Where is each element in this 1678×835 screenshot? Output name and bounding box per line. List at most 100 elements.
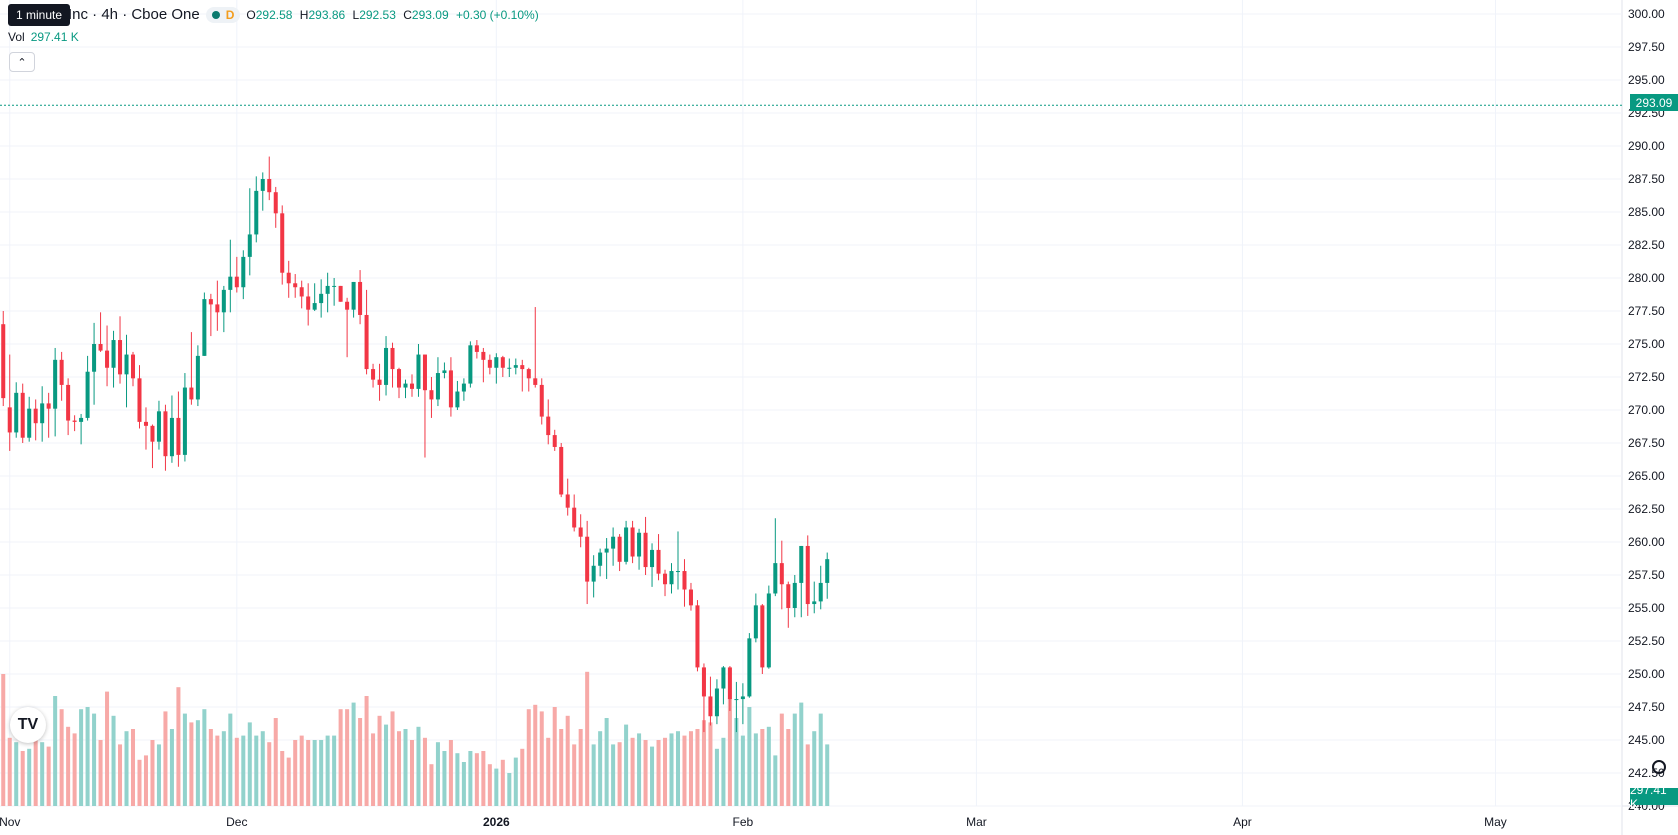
volume-bar (364, 696, 369, 806)
candle-body (675, 571, 681, 573)
volume-bar (559, 729, 564, 806)
volume-bar (189, 722, 194, 806)
candle-body (766, 593, 771, 668)
volume-bar (598, 731, 603, 806)
volume-bar (760, 729, 765, 806)
time-tick-label: Feb (733, 815, 754, 829)
volume-bar (202, 709, 207, 806)
tradingview-logo-icon[interactable]: TV (10, 707, 46, 743)
volume-bar (319, 740, 324, 806)
volume-bar (332, 735, 337, 806)
volume-bar (461, 762, 466, 806)
candle-body (701, 667, 706, 697)
candle-body (306, 296, 311, 310)
candle-body (507, 367, 512, 369)
volume-bar (247, 722, 252, 806)
price-tick-label: 285.00 (1628, 205, 1665, 219)
candle-body (1, 324, 6, 399)
volume-bar (150, 740, 155, 806)
volume-bar (72, 733, 77, 806)
candle-body (786, 584, 791, 608)
close-value: 293.09 (411, 7, 449, 22)
candle-body (805, 545, 810, 605)
volume-bar (675, 731, 681, 806)
volume-bar (520, 748, 525, 806)
time-tick-label: Apr (1233, 815, 1252, 829)
volume-bar (358, 718, 363, 806)
candle-body (494, 357, 499, 368)
current-price-tag: 293.09 (1630, 94, 1678, 111)
candle-body (390, 347, 395, 370)
candle-body (7, 407, 12, 433)
price-tick-label: 262.50 (1628, 502, 1665, 516)
candle-body (338, 285, 343, 302)
candle-body (435, 373, 440, 400)
price-tick-label: 270.00 (1628, 403, 1665, 417)
volume-bar (53, 696, 58, 806)
gear-icon[interactable] (1652, 760, 1666, 774)
volume-value: 297.41 K (30, 30, 79, 44)
volume-bar (572, 744, 577, 806)
collapse-legend-button[interactable]: ⌃ (9, 52, 35, 72)
volume-bar (27, 748, 32, 806)
volume-bar (351, 702, 356, 806)
volume-bar (714, 748, 719, 806)
symbol-title[interactable]: Inc · 4h · Cboe One (68, 6, 200, 23)
candle-body (721, 667, 726, 689)
volume-bar (105, 691, 110, 806)
volume-bar (397, 731, 402, 806)
candle-body (773, 563, 778, 594)
volume-bar (494, 768, 499, 806)
volume-bar (624, 724, 629, 806)
volume-bar (773, 755, 778, 806)
price-axis[interactable]: 300.00297.50295.00292.50290.00287.50285.… (1628, 7, 1665, 813)
candle-body (591, 565, 596, 582)
price-tick-label: 287.50 (1628, 172, 1665, 186)
candle-body (812, 601, 817, 605)
volume-bar (753, 733, 758, 806)
candle-body (189, 387, 194, 400)
volume-bar (390, 711, 395, 806)
candle-body (241, 256, 246, 288)
volume-bar (786, 729, 791, 806)
candle-body (319, 293, 324, 304)
volume-bar (507, 773, 512, 806)
candle-body (740, 696, 745, 700)
candle-body (559, 446, 564, 495)
volume-bar (221, 731, 226, 806)
interval-letter: D (225, 7, 235, 22)
volume-bar (273, 718, 278, 806)
volume-bar (254, 735, 259, 806)
candle-body (312, 303, 317, 310)
price-tick-label: 295.00 (1628, 73, 1665, 87)
candle-body (760, 605, 765, 668)
volume-bar (403, 729, 408, 806)
volume-bar (169, 729, 174, 806)
candle-body (799, 545, 804, 583)
volume-bar (130, 729, 136, 806)
volume-bars (1, 671, 830, 806)
time-axis[interactable]: Nov Dec 2026 Feb Mar Apr May (0, 815, 1507, 829)
candle-body (150, 425, 155, 442)
price-tick-label: 257.50 (1628, 568, 1665, 582)
candle-body (734, 699, 739, 701)
volume-bar (79, 709, 84, 806)
volume-bar (792, 713, 797, 806)
volume-bar (1, 674, 6, 806)
market-status-pill[interactable]: D (205, 6, 241, 23)
candle-body (637, 532, 642, 557)
volume-bar (299, 735, 304, 806)
price-tick-label: 300.00 (1628, 7, 1665, 21)
volume-bar (766, 726, 771, 806)
volume-bar (20, 751, 25, 806)
volume-bar (805, 744, 810, 806)
candle-body (371, 369, 376, 380)
volume-bar (234, 737, 239, 806)
candle-body (169, 417, 174, 457)
candle-body (409, 383, 414, 389)
time-tick-label: Mar (966, 815, 987, 829)
price-tick-label: 250.00 (1628, 667, 1665, 681)
volume-bar (429, 764, 434, 806)
